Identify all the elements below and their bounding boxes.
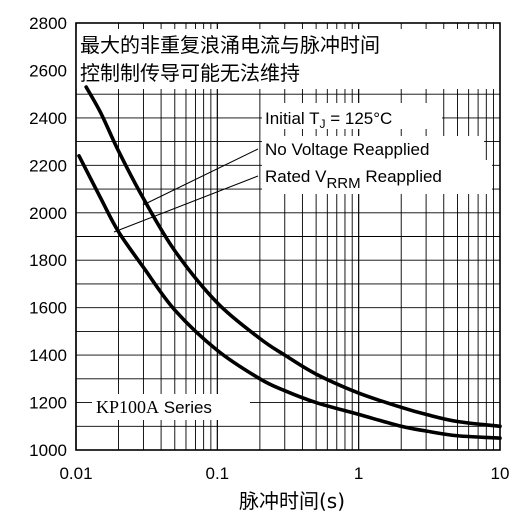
y-tick-label: 2600 <box>29 61 67 80</box>
rated-suffix: Reapplied <box>361 167 442 186</box>
chart-subtitle: 控制制传导可能无法维持 <box>80 61 300 85</box>
y-tick-label: 2000 <box>29 204 67 223</box>
chart-title: 最大的非重复浪涌电流与脉冲时间 <box>80 33 380 57</box>
x-tick-label: 0.01 <box>59 464 92 483</box>
x-tick-label: 10 <box>491 464 510 483</box>
x-tick-labels: 0.01 0.1 1 10 <box>59 464 509 483</box>
plot-frame <box>75 22 501 451</box>
x-tick-label: 1 <box>354 464 363 483</box>
annotation-no-voltage: No Voltage Reapplied <box>265 140 429 159</box>
series-label-backdrop <box>92 394 250 420</box>
series-label: KP100A Series <box>96 397 212 417</box>
y-tick-label: 2800 <box>29 14 67 33</box>
annotation-backdrop-nv <box>262 136 484 160</box>
series-label-model: KP100A <box>96 397 159 417</box>
y-tick-label: 1600 <box>29 299 67 318</box>
x-tick-label: 0.1 <box>206 464 230 483</box>
y-tick-label: 1200 <box>29 394 67 413</box>
series-curve-1 <box>84 85 502 429</box>
title-backdrop <box>76 29 500 89</box>
initial-tj-value: = 125°C <box>326 109 393 128</box>
rated-prefix: Rated V <box>265 167 327 186</box>
y-tick-label: 2400 <box>29 109 67 128</box>
y-tick-label: 1800 <box>29 251 67 270</box>
annotation-initial-tj: Initial TJ = 125°C <box>265 109 392 131</box>
y-tick-label: 1400 <box>29 346 67 365</box>
leader-rated <box>113 175 259 233</box>
curves <box>77 85 502 440</box>
y-tick-label: 2200 <box>29 156 67 175</box>
initial-tj-subscript: J <box>320 117 326 131</box>
annotation-backdrop-tj <box>262 103 442 129</box>
annotation-backdrop-rated <box>262 160 492 194</box>
annotation-rated-vrrm: Rated VRRM Reapplied <box>265 167 442 192</box>
y-tick-labels: 1000 1200 1400 1600 1800 2000 2200 2400 2600 2800 <box>29 14 67 460</box>
leader-no-voltage <box>142 148 259 206</box>
x-axis-label: 脉冲时间(s) <box>239 489 345 512</box>
grid-minor-lines <box>76 23 500 450</box>
y-tick-label: 1000 <box>29 441 67 460</box>
series-label-suffix: Series <box>159 398 212 417</box>
series-curve-2 <box>77 154 502 440</box>
initial-tj-text: Initial T <box>265 109 320 128</box>
rated-subscript: RRM <box>326 175 360 192</box>
